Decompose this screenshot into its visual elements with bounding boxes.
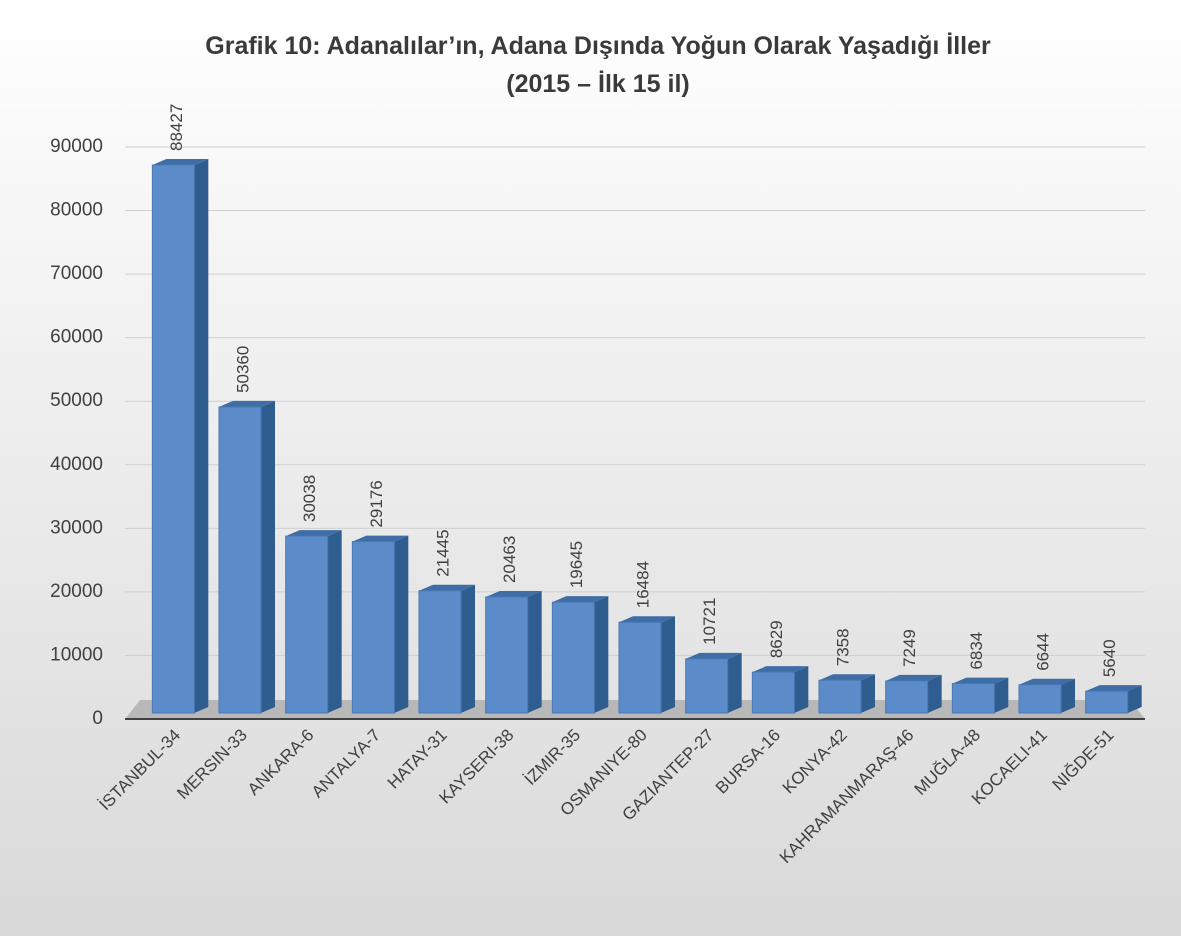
bar-side: [394, 535, 409, 713]
data-label: 6834: [967, 632, 986, 670]
bar-top: [352, 535, 409, 542]
data-label: 20463: [500, 536, 519, 583]
y-tick-label: 60000: [50, 327, 103, 348]
chart-title: Grafik 10: Adanalılar’ın, Adana Dışında …: [205, 32, 991, 60]
bar-front: [151, 164, 195, 714]
bar-side: [927, 674, 942, 713]
data-label: 8629: [767, 620, 786, 658]
y-tick-label: 80000: [50, 200, 103, 221]
y-tick-label: 10000: [50, 644, 103, 665]
bar-top: [885, 674, 942, 681]
data-label: 16484: [633, 561, 652, 608]
bar-side: [794, 666, 809, 713]
data-label: 29176: [367, 480, 386, 527]
y-tick-label: 30000: [50, 517, 103, 538]
bar-side: [327, 530, 342, 713]
bar-side: [194, 158, 209, 713]
bar: [618, 616, 675, 714]
bar-side: [461, 584, 475, 713]
data-label: 10721: [700, 598, 719, 645]
bar-front: [1085, 690, 1129, 714]
bar-front: [218, 406, 262, 714]
bar-front: [1018, 684, 1062, 714]
bar: [951, 677, 1009, 714]
data-label: 7358: [833, 628, 852, 666]
bar-top: [752, 666, 809, 673]
bar: [1018, 678, 1075, 714]
bar: [818, 674, 875, 714]
y-tick-label: 70000: [50, 263, 103, 284]
data-label: 19645: [567, 541, 586, 588]
bar-top: [552, 596, 609, 603]
bar-front: [485, 596, 529, 714]
bar-front: [418, 590, 462, 714]
y-tick-label: 0: [92, 708, 103, 729]
data-label: 5640: [1100, 639, 1119, 677]
bar-top: [819, 674, 875, 681]
bar-top: [1019, 678, 1075, 685]
bar-side: [994, 677, 1009, 713]
bar-side: [1061, 678, 1075, 713]
data-label: 21445: [433, 529, 452, 576]
bar-front: [351, 541, 395, 714]
bar-side: [594, 596, 609, 713]
bar-front: [285, 535, 329, 714]
data-label: 30038: [300, 475, 319, 522]
bar: [151, 158, 209, 714]
bar: [885, 674, 942, 714]
data-label: 88427: [167, 104, 186, 151]
y-tick-label: 40000: [50, 454, 103, 475]
bar: [751, 666, 809, 714]
bar-front: [818, 679, 862, 714]
bar-side: [861, 674, 875, 713]
bar-top: [485, 590, 542, 597]
y-tick-label: 90000: [50, 136, 103, 157]
bar-front: [951, 683, 995, 714]
y-tick-label: 50000: [50, 390, 103, 411]
bar-side: [1127, 685, 1142, 713]
data-label: 7249: [900, 629, 919, 667]
data-label: 50360: [233, 346, 252, 393]
bar-top: [1085, 685, 1142, 692]
bar: [218, 400, 275, 714]
bar-top: [152, 158, 209, 165]
bar: [1085, 685, 1142, 714]
bar: [285, 530, 342, 714]
bar: [418, 584, 475, 714]
bar-front: [618, 621, 662, 714]
bar-side: [527, 590, 542, 713]
bar-top: [419, 584, 475, 591]
bar-front: [751, 671, 795, 714]
bar-front: [551, 601, 595, 714]
bar: [551, 596, 609, 714]
y-tick-label: 20000: [50, 581, 103, 602]
bar-side: [261, 400, 275, 713]
bar-top: [219, 400, 275, 407]
bar: [685, 652, 742, 714]
bar-top: [619, 616, 675, 623]
data-label: 6644: [1033, 633, 1052, 671]
bar-top: [285, 530, 342, 537]
bar-side: [661, 616, 675, 713]
bar-front: [885, 680, 929, 714]
chart-subtitle: (2015 – İlk 15 il): [506, 70, 689, 98]
bar: [485, 590, 542, 714]
bar-top: [952, 677, 1009, 684]
bar-side: [727, 652, 742, 713]
bar-front: [685, 658, 729, 714]
bar: [351, 535, 409, 714]
bar-top: [685, 652, 742, 659]
